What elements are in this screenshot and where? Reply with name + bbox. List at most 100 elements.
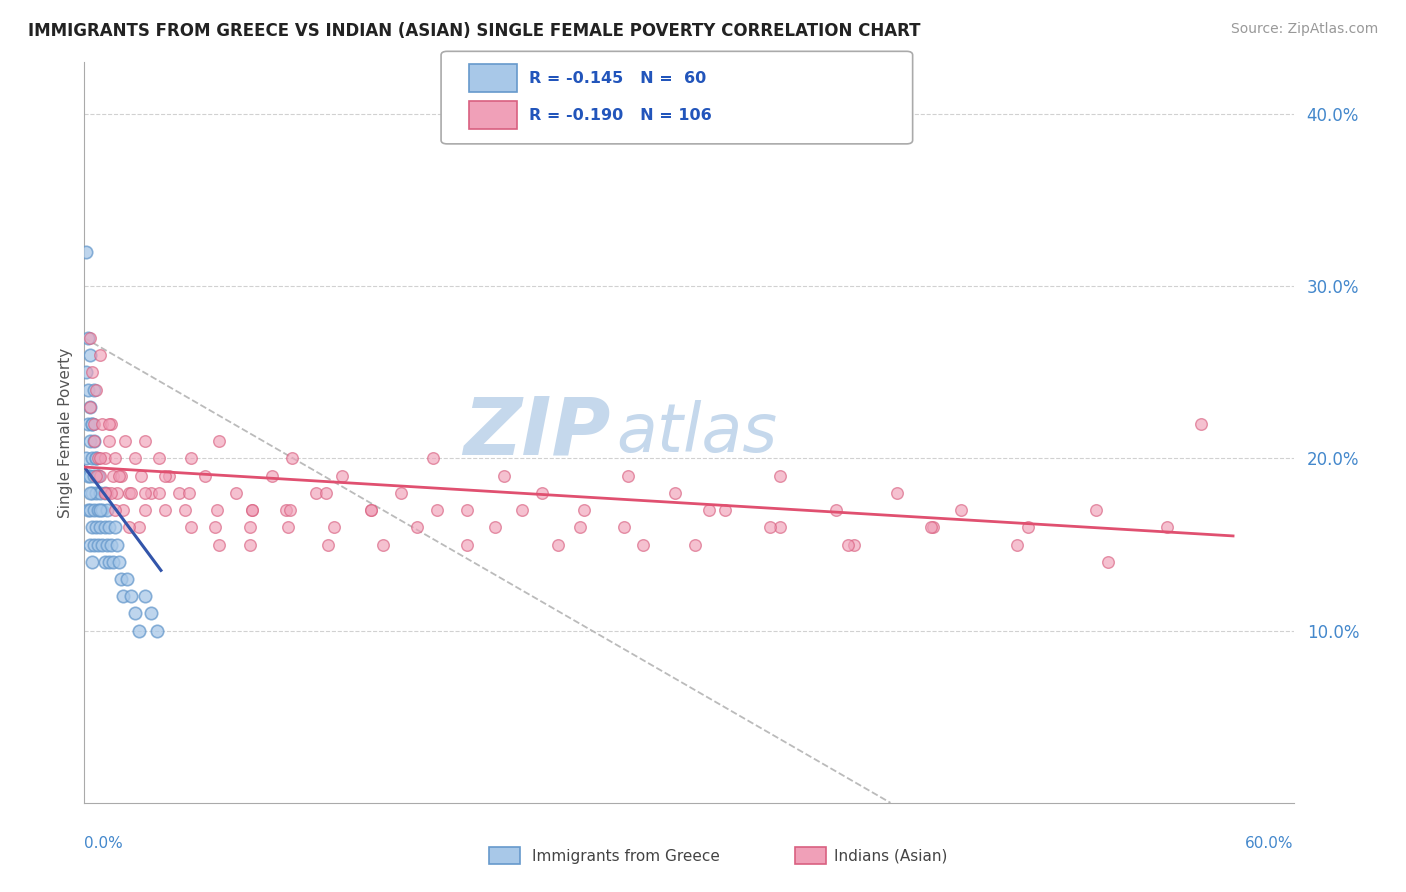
Text: R = -0.145   N =  60: R = -0.145 N = 60 bbox=[529, 71, 707, 87]
Point bbox=[86, 451, 108, 466]
Point bbox=[530, 486, 553, 500]
Point bbox=[281, 451, 304, 466]
Point bbox=[96, 503, 118, 517]
Point bbox=[89, 451, 111, 466]
Text: IMMIGRANTS FROM GREECE VS INDIAN (ASIAN) SINGLE FEMALE POVERTY CORRELATION CHART: IMMIGRANTS FROM GREECE VS INDIAN (ASIAN)… bbox=[28, 22, 921, 40]
Point bbox=[97, 434, 120, 449]
Point bbox=[207, 503, 229, 517]
Point bbox=[77, 383, 100, 397]
Point bbox=[97, 417, 120, 431]
Point bbox=[83, 417, 105, 431]
Point bbox=[1007, 537, 1029, 551]
Point bbox=[93, 486, 115, 500]
Point bbox=[134, 503, 156, 517]
Point bbox=[100, 417, 122, 431]
Point bbox=[83, 434, 105, 449]
Point bbox=[86, 468, 108, 483]
Point bbox=[134, 486, 156, 500]
Point bbox=[239, 537, 262, 551]
Point bbox=[83, 503, 105, 517]
FancyBboxPatch shape bbox=[796, 847, 825, 863]
Point bbox=[110, 468, 132, 483]
FancyBboxPatch shape bbox=[441, 52, 912, 144]
Point bbox=[101, 468, 124, 483]
Point bbox=[683, 537, 706, 551]
Point bbox=[129, 468, 152, 483]
Point bbox=[83, 468, 105, 483]
Point bbox=[950, 503, 973, 517]
Point bbox=[79, 503, 101, 517]
Point bbox=[104, 451, 127, 466]
Point bbox=[79, 348, 101, 362]
Point bbox=[316, 537, 339, 551]
Point bbox=[260, 468, 283, 483]
Point bbox=[93, 486, 115, 500]
Point bbox=[484, 520, 506, 534]
Point bbox=[360, 503, 382, 517]
Point bbox=[93, 520, 115, 534]
Point bbox=[93, 555, 115, 569]
Point bbox=[118, 486, 141, 500]
Point bbox=[323, 520, 346, 534]
Point bbox=[107, 468, 129, 483]
Point bbox=[153, 503, 176, 517]
Point bbox=[118, 520, 141, 534]
Point bbox=[278, 503, 301, 517]
Point bbox=[93, 451, 115, 466]
Point bbox=[389, 486, 412, 500]
Point bbox=[89, 468, 111, 483]
Point bbox=[240, 503, 263, 517]
Point bbox=[86, 520, 108, 534]
Point bbox=[456, 537, 478, 551]
Point bbox=[631, 537, 654, 551]
Point bbox=[75, 244, 97, 259]
Point bbox=[330, 468, 353, 483]
Point bbox=[89, 486, 111, 500]
Point bbox=[167, 486, 190, 500]
Point bbox=[97, 520, 120, 534]
Text: 60.0%: 60.0% bbox=[1246, 836, 1294, 851]
Point bbox=[920, 520, 942, 534]
Text: Source: ZipAtlas.com: Source: ZipAtlas.com bbox=[1230, 22, 1378, 37]
Point bbox=[79, 400, 101, 414]
Point bbox=[547, 537, 569, 551]
Point bbox=[87, 451, 110, 466]
Point bbox=[128, 624, 150, 638]
Point bbox=[104, 503, 127, 517]
Point bbox=[422, 451, 444, 466]
Point bbox=[82, 520, 104, 534]
Point bbox=[769, 468, 792, 483]
Point bbox=[617, 468, 640, 483]
Point bbox=[79, 468, 101, 483]
Point bbox=[208, 537, 231, 551]
Point bbox=[277, 520, 299, 534]
Y-axis label: Single Female Poverty: Single Female Poverty bbox=[58, 348, 73, 517]
Text: atlas: atlas bbox=[616, 400, 778, 466]
Point bbox=[844, 537, 866, 551]
Point bbox=[371, 537, 394, 551]
Point bbox=[148, 486, 170, 500]
Point bbox=[208, 434, 231, 449]
Point bbox=[139, 607, 162, 621]
Point bbox=[104, 520, 127, 534]
Point bbox=[174, 503, 197, 517]
Point bbox=[426, 503, 449, 517]
Point bbox=[86, 383, 108, 397]
Point bbox=[837, 537, 859, 551]
Point bbox=[825, 503, 848, 517]
Point bbox=[194, 468, 217, 483]
Text: 0.0%: 0.0% bbox=[84, 836, 124, 851]
Point bbox=[107, 555, 129, 569]
Point bbox=[82, 417, 104, 431]
Point bbox=[153, 468, 176, 483]
Point bbox=[157, 468, 180, 483]
Point bbox=[225, 486, 247, 500]
Point bbox=[148, 451, 170, 466]
Point bbox=[134, 434, 156, 449]
Point bbox=[315, 486, 337, 500]
Point bbox=[79, 486, 101, 500]
Point bbox=[79, 400, 101, 414]
Point bbox=[87, 537, 110, 551]
Point bbox=[86, 486, 108, 500]
Point bbox=[110, 572, 132, 586]
